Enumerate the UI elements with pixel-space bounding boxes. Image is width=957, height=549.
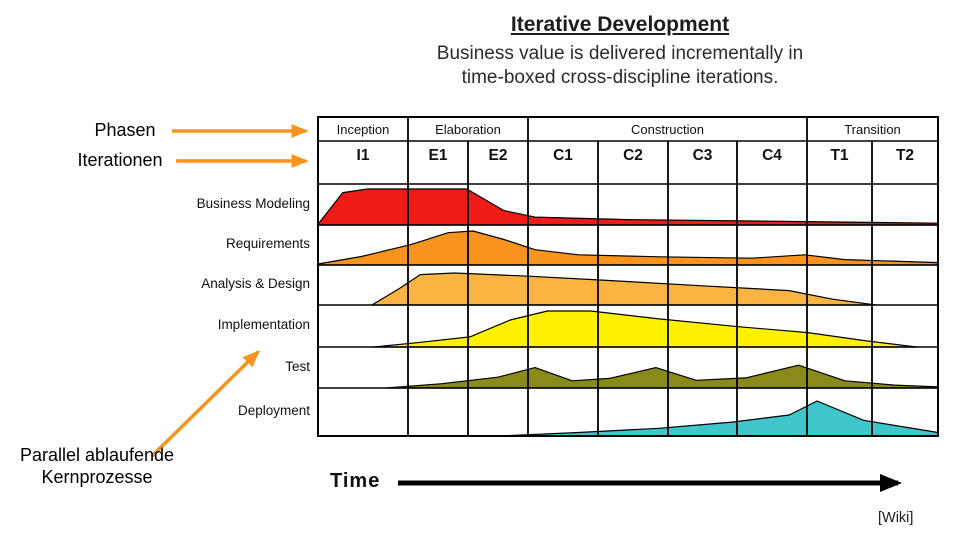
effort-hump-0 <box>317 188 939 226</box>
discipline-label-0: Business Modeling <box>196 195 310 211</box>
iteration-cell-C2: C2 <box>623 147 643 164</box>
discipline-label-1: Requirements <box>225 236 310 251</box>
iteration-cell-I1: I1 <box>356 147 370 164</box>
iteration-cell-T1: T1 <box>830 147 849 164</box>
iteration-cell-C4: C4 <box>762 147 782 164</box>
discipline-label-3: Implementation <box>217 317 310 332</box>
iteration-cell-C3: C3 <box>692 147 713 164</box>
effort-hump-1 <box>317 230 939 266</box>
discipline-label-2: Analysis & Design <box>201 276 310 291</box>
iteration-cell-E2: E2 <box>488 147 508 164</box>
iteration-cell-T2: T2 <box>895 147 915 164</box>
effort-hump-3 <box>373 310 917 348</box>
phase-cell-0: Inception <box>336 121 390 137</box>
discipline-label-5: Deployment <box>237 403 310 418</box>
discipline-label-4: Test <box>285 358 310 374</box>
effort-hump-4 <box>385 364 939 389</box>
annotation-kernprozesse-label: Parallel ablaufende Kernprozesse <box>2 444 192 488</box>
annotation-kernprozesse-line-1: Parallel ablaufende <box>19 445 175 465</box>
phase-cell-3: Transition <box>844 121 901 137</box>
time-axis-label: Time <box>330 470 381 492</box>
grid-border <box>317 116 939 437</box>
iteration-cell-E1: E1 <box>428 147 448 164</box>
phase-cell-2: Construction <box>631 121 704 137</box>
kernprozesse-arrow <box>150 350 260 458</box>
effort-hump-2 <box>371 272 877 306</box>
diagram-title: Iterative Development <box>510 13 730 36</box>
subtitle-line-1: Business value is delivered incrementall… <box>436 43 804 64</box>
subtitle-line-2: time-boxed cross-discipline iterations. <box>461 67 779 88</box>
phase-cell-1: Elaboration <box>435 121 501 137</box>
annotation-kernprozesse-line-2: Kernprozesse <box>41 467 153 487</box>
diagram-subtitle: Business value is delivered incrementall… <box>270 42 957 90</box>
iteration-cell-C1: C1 <box>553 147 573 164</box>
source-credit: [Wiki] <box>878 510 914 526</box>
annotation-iterationen-label: Iterationen <box>77 150 163 170</box>
annotation-phasen-label: Phasen <box>94 120 156 140</box>
